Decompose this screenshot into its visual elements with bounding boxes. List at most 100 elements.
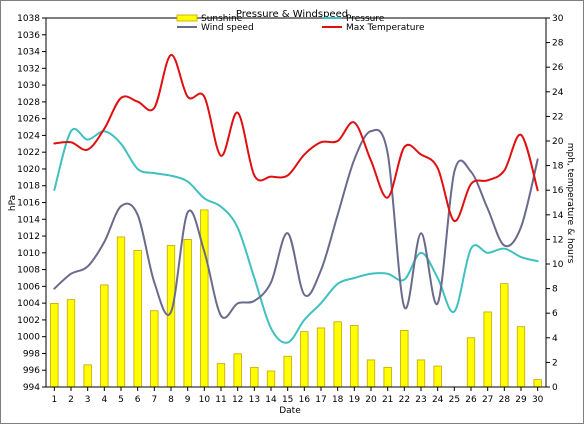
x-tick-label: 18 <box>332 395 344 405</box>
legend-pressure: Pressure <box>322 14 385 24</box>
left-tick-label: 998 <box>23 349 40 359</box>
left-tick-label: 1032 <box>17 64 40 74</box>
left-tick-label: 1034 <box>17 48 40 58</box>
sunshine-bar <box>200 209 209 388</box>
left-tick-label: 1028 <box>17 98 40 108</box>
left-tick-label: 1036 <box>17 31 40 41</box>
x-tick-label: 17 <box>315 395 326 405</box>
x-tick-label: 25 <box>449 395 460 405</box>
x-tick-label: 21 <box>382 395 393 405</box>
x-tick-label: 4 <box>101 395 107 405</box>
sunshine-bar <box>533 379 542 388</box>
left-tick-label: 1014 <box>17 215 40 225</box>
wind-speed-line <box>53 128 539 319</box>
legend-max-temperature: Max Temperature <box>322 23 425 33</box>
left-tick-label: 1012 <box>17 232 40 242</box>
sunshine-bar <box>266 370 276 388</box>
left-tick-label: 1016 <box>17 199 40 209</box>
left-tick-label: 1022 <box>17 148 40 158</box>
left-tick-label: 1030 <box>17 81 40 91</box>
x-tick-label: 11 <box>215 395 226 405</box>
x-tick-label: 13 <box>249 395 260 405</box>
x-tick-label: 15 <box>282 395 293 405</box>
sunshine-bar <box>350 325 359 388</box>
x-tick-label: 3 <box>85 395 91 405</box>
right-tick-label: 22 <box>552 112 563 122</box>
left-tick-label: 1038 <box>17 14 40 24</box>
max-temperature-line <box>53 53 539 222</box>
x-tick-label: 6 <box>135 395 141 405</box>
x-axis-title: Date <box>279 406 301 416</box>
chart-title: Pressure & Windspeed <box>236 9 348 20</box>
x-tick-label: 30 <box>532 395 544 405</box>
right-tick-label: 6 <box>552 309 558 319</box>
right-tick-label: 4 <box>552 334 558 344</box>
x-tick-label: 23 <box>415 395 426 405</box>
sunshine-bar <box>433 365 442 388</box>
x-tick-label: 9 <box>185 395 191 405</box>
sunshine-bar <box>316 327 326 388</box>
right-tick-label: 16 <box>552 186 564 196</box>
x-tick-label: 14 <box>265 395 277 405</box>
sunshine-bar <box>366 359 376 388</box>
right-tick-label: 24 <box>552 88 564 98</box>
x-tick-label: 29 <box>515 395 527 405</box>
sunshine-bar <box>516 326 526 388</box>
right-axis-title: mph, temperature & hours <box>565 143 575 264</box>
x-axis: 1 2 3 4 5 6 7 8 9 10 11 12 13 14 15 16 17 18 19 20 21 22 23 24 2… <box>51 387 544 405</box>
right-tick-label: 30 <box>552 14 564 24</box>
x-tick-label: 22 <box>399 395 410 405</box>
x-tick-label: 20 <box>365 395 377 405</box>
right-tick-label: 0 <box>552 383 558 393</box>
x-tick-label: 2 <box>68 395 74 405</box>
sunshine-bar <box>300 331 309 388</box>
sunshine-bar <box>216 363 226 388</box>
right-tick-label: 20 <box>552 137 564 147</box>
sunshine-bar <box>50 302 59 388</box>
sunshine-bar <box>333 321 342 388</box>
x-tick-label: 27 <box>482 395 493 405</box>
legend-wind-speed: Wind speed <box>177 23 254 33</box>
sunshine-bar <box>483 311 492 388</box>
sunshine-bar <box>250 366 259 388</box>
sunshine-bar <box>466 337 476 388</box>
sunshine-bar <box>500 283 509 388</box>
left-axis: 994 996 998 1000 1002 1004 1006 1008 1010 1012 101… <box>17 14 46 393</box>
sunshine-bar <box>183 238 192 388</box>
x-tick-label: 19 <box>349 395 361 405</box>
left-tick-label: 1024 <box>17 131 40 141</box>
sunshine-bar <box>416 359 426 388</box>
right-tick-label: 12 <box>552 235 563 245</box>
lines-layer <box>53 53 539 344</box>
sunshine-bar <box>400 330 409 388</box>
left-tick-label: 1020 <box>17 165 40 175</box>
x-tick-label: 26 <box>465 395 477 405</box>
x-tick-label: 10 <box>199 395 211 405</box>
sunshine-bar <box>116 236 126 388</box>
sunshine-bar <box>383 366 392 388</box>
legend-label: Sunshine <box>201 14 243 24</box>
left-tick-label: 1010 <box>17 249 40 259</box>
sunshine-bar <box>166 245 176 388</box>
right-tick-label: 2 <box>552 358 558 368</box>
sunshine-bar <box>83 364 92 388</box>
left-tick-label: 1004 <box>17 299 40 309</box>
left-tick-label: 994 <box>23 383 40 393</box>
left-tick-label: 996 <box>23 366 40 376</box>
legend-label: Wind speed <box>201 23 254 33</box>
right-tick-label: 8 <box>552 285 558 295</box>
left-tick-label: 1006 <box>17 282 40 292</box>
x-tick-label: 5 <box>118 395 124 405</box>
left-tick-label: 1018 <box>17 182 40 192</box>
sunshine-bar <box>133 250 142 388</box>
sunshine-bar <box>233 353 242 388</box>
x-tick-label: 16 <box>299 395 311 405</box>
right-tick-label: 28 <box>552 39 564 49</box>
right-tick-label: 26 <box>552 63 564 73</box>
legend-label: Max Temperature <box>346 23 425 33</box>
